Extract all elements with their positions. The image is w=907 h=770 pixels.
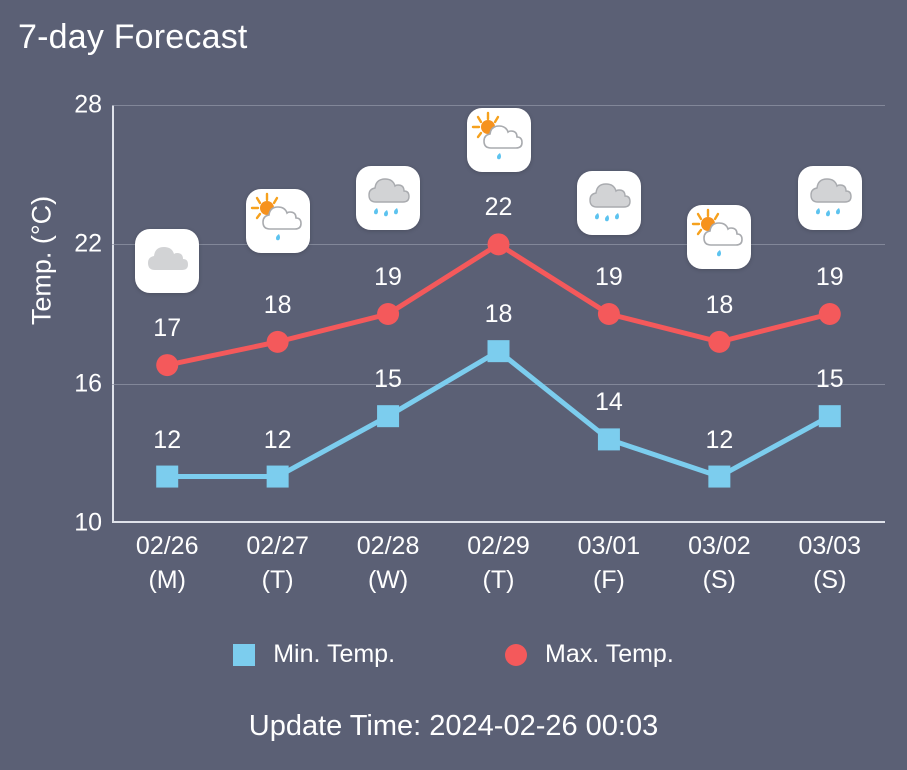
x-tick-date: 02/26	[135, 532, 199, 560]
series-line	[164, 348, 833, 480]
x-axis-line	[112, 521, 885, 523]
data-point-marker[interactable]	[377, 405, 400, 428]
legend-label: Max. Temp.	[545, 640, 674, 668]
x-tick-label: 02/29 (T)	[467, 529, 530, 597]
legend-item[interactable]: Min. Temp.	[233, 640, 395, 669]
rain-cloud-icon	[797, 165, 862, 230]
cloudy-icon	[135, 228, 200, 293]
legend-circle-icon	[505, 643, 528, 666]
data-point-marker[interactable]	[597, 428, 620, 451]
x-tick-date: 03/03	[798, 532, 862, 560]
legend-label: Min. Temp.	[273, 640, 396, 668]
sun-cloud-rain-icon	[687, 205, 752, 270]
x-tick-date: 03/02	[688, 532, 751, 560]
data-point-marker[interactable]	[818, 405, 841, 428]
sun-cloud-rain-icon	[466, 107, 531, 172]
y-tick-label: 10	[74, 508, 102, 537]
data-point-marker[interactable]	[708, 465, 731, 488]
x-tick-weekday: (F)	[592, 566, 625, 594]
x-tick-date: 02/29	[467, 532, 530, 560]
x-tick-label: 02/26 (M)	[136, 529, 199, 597]
y-axis-line	[112, 105, 114, 523]
legend-square-icon	[233, 643, 256, 666]
update-time: Update Time: 2024-02-26 00:03	[248, 710, 659, 742]
x-tick-weekday: (T)	[482, 566, 515, 594]
x-tick-label: 03/02 (S)	[688, 529, 751, 597]
x-tick-date: 03/01	[577, 532, 641, 560]
data-point-marker[interactable]	[818, 303, 841, 325]
data-point-marker[interactable]	[708, 330, 731, 353]
gridline	[112, 383, 885, 385]
sun-cloud-rain-icon	[245, 189, 310, 254]
page-title: 7-day Forecast	[18, 18, 248, 56]
data-point-marker[interactable]	[156, 465, 179, 488]
x-tick-weekday: (T)	[261, 566, 294, 594]
plot-area: 10 16 22 28 12 12 15 18 14 12 15 17 18 19 22 19 18 19	[74, 91, 885, 594]
legend-item[interactable]: Max. Temp.	[505, 640, 674, 669]
gridline	[112, 105, 885, 106]
x-tick-weekday: (M)	[148, 566, 186, 594]
data-point-marker[interactable]	[487, 340, 510, 363]
data-point-marker[interactable]	[266, 465, 289, 488]
data-point-marker[interactable]	[266, 330, 289, 353]
y-tick-label: 28	[74, 90, 102, 119]
series-lines	[156, 233, 841, 488]
x-tick-label: 03/01 (F)	[578, 529, 641, 597]
chart-legend: Min. Temp. Max. Temp.	[0, 640, 907, 669]
data-point-marker[interactable]	[377, 303, 400, 325]
data-point-marker[interactable]	[487, 233, 510, 256]
data-point-marker[interactable]	[597, 303, 620, 325]
x-tick-weekday: (S)	[813, 566, 847, 594]
x-tick-weekday: (W)	[367, 566, 409, 594]
x-tick-weekday: (S)	[702, 566, 736, 594]
x-tick-date: 02/27	[246, 532, 309, 560]
y-tick-label: 22	[74, 229, 102, 258]
y-tick-label: 16	[74, 369, 102, 398]
y-axis-title: Temp. (°C)	[26, 195, 57, 326]
x-tick-label: 02/28 (W)	[357, 529, 420, 597]
rain-cloud-icon	[356, 165, 421, 230]
x-tick-label: 03/03 (S)	[799, 529, 862, 597]
data-point-marker[interactable]	[156, 354, 179, 377]
rain-cloud-icon	[576, 170, 641, 235]
x-tick-date: 02/28	[356, 532, 420, 560]
x-tick-label: 02/27 (T)	[246, 529, 309, 597]
